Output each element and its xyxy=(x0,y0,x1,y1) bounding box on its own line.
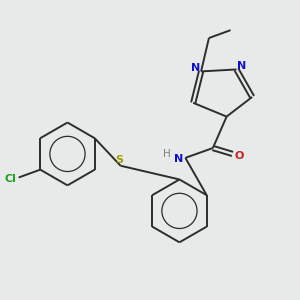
Text: N: N xyxy=(174,154,183,164)
Text: O: O xyxy=(235,151,244,161)
Text: N: N xyxy=(191,63,201,73)
Text: H: H xyxy=(163,149,170,159)
Text: S: S xyxy=(116,155,124,165)
Text: N: N xyxy=(237,61,246,71)
Text: Cl: Cl xyxy=(4,175,16,184)
